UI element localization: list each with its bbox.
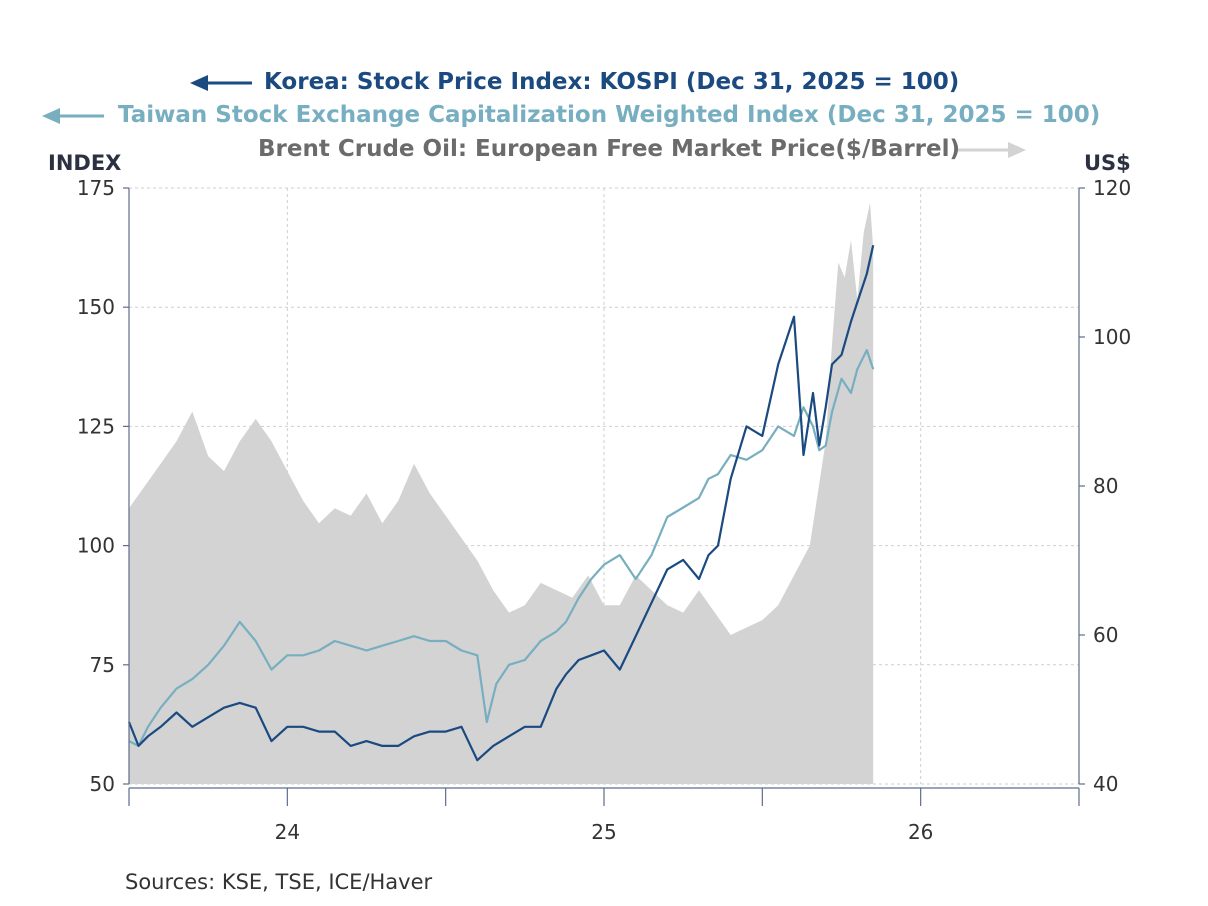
right-arrow-icon: [958, 142, 1026, 158]
left-tick-label: 100: [77, 534, 115, 558]
x-tick-label: 24: [275, 820, 300, 844]
legend-item-kospi: Korea: Stock Price Index: KOSPI (Dec 31,…: [0, 66, 1208, 100]
left-arrow-icon: [42, 108, 104, 124]
left-tick-label: 150: [77, 295, 115, 319]
left-tick-label: 125: [77, 414, 115, 438]
right-tick-label: 120: [1093, 176, 1131, 200]
left-tick-label: 175: [77, 176, 115, 200]
left-tick-label: 75: [90, 653, 115, 677]
left-arrow-icon: [190, 75, 252, 91]
chart-plot: 50 75 100 125 150 175 40 60 80 100 120 24 25 26: [77, 176, 1131, 844]
right-tick-label: 80: [1093, 474, 1118, 498]
legend-label-kospi: Korea: Stock Price Index: KOSPI (Dec 31,…: [264, 69, 960, 95]
legend-item-taiex: Taiwan Stock Exchange Capitalization Wei…: [0, 99, 1208, 133]
legend-label-brent: Brent Crude Oil: European Free Market Pr…: [258, 136, 961, 162]
x-tick-label: 25: [591, 820, 616, 844]
right-tick-label: 40: [1093, 772, 1118, 796]
right-axis-title: US$: [1084, 151, 1131, 175]
right-tick-label: 100: [1093, 325, 1131, 349]
source-note: Sources: KSE, TSE, ICE/Haver: [125, 870, 433, 894]
left-axis-title: INDEX: [48, 151, 122, 175]
legend-item-brent: Brent Crude Oil: European Free Market Pr…: [0, 133, 1208, 167]
legend-label-taiex: Taiwan Stock Exchange Capitalization Wei…: [118, 102, 1101, 128]
x-tick-label: 26: [908, 820, 933, 844]
kospi-line: [127, 244, 875, 762]
right-tick-label: 60: [1093, 623, 1118, 647]
brent-area: [129, 202, 874, 784]
left-tick-label: 50: [90, 772, 115, 796]
